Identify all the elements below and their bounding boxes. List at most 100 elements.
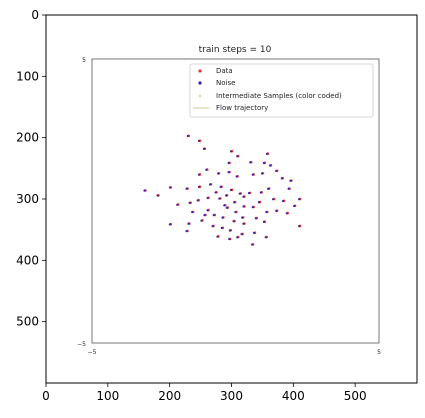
inner-ytick-top: 5 xyxy=(82,57,86,64)
noise-point xyxy=(275,169,278,173)
legend-box xyxy=(189,63,374,118)
noise-point xyxy=(185,187,188,190)
noise-point xyxy=(298,198,301,201)
y-tick-label: 500 xyxy=(16,315,39,329)
legend-data-label: Data xyxy=(216,67,233,75)
noise-point xyxy=(293,204,296,208)
x-tick-label: 0 xyxy=(42,389,50,403)
noise-point xyxy=(205,168,208,171)
legend: Data Noise Intermediate Samples (color c… xyxy=(189,63,374,118)
noise-point xyxy=(176,203,179,206)
noise-point xyxy=(259,191,262,194)
noise-point xyxy=(272,198,275,201)
noise-point xyxy=(233,201,236,204)
noise-point xyxy=(220,226,223,230)
noise-point xyxy=(230,188,233,192)
noise-point xyxy=(187,222,190,225)
noise-point xyxy=(202,147,205,151)
noise-point xyxy=(265,210,268,214)
noise-point xyxy=(260,172,264,175)
noise-point xyxy=(218,197,221,200)
noise-point xyxy=(227,161,230,165)
noise-point xyxy=(242,205,245,208)
noise-point xyxy=(267,187,270,190)
noise-point xyxy=(206,196,209,200)
noise-point xyxy=(186,134,189,138)
noise-point xyxy=(225,194,228,197)
legend-data-marker xyxy=(198,69,202,73)
legend-noise-marker xyxy=(198,81,202,85)
noise-point xyxy=(257,201,261,204)
y-tick-label: 300 xyxy=(16,192,39,206)
x-tick-label: 100 xyxy=(96,389,119,403)
noise-point xyxy=(289,179,292,182)
noise-point xyxy=(185,229,188,233)
noise-point xyxy=(197,185,201,189)
noise-point xyxy=(228,229,231,232)
noise-point xyxy=(200,219,203,222)
noise-point xyxy=(268,164,272,167)
legend-intermediate-marker xyxy=(199,95,201,97)
noise-point xyxy=(298,225,301,228)
noise-point xyxy=(236,155,239,158)
noise-point xyxy=(191,210,194,214)
noise-point xyxy=(240,233,243,236)
noise-point xyxy=(227,171,230,174)
noise-point xyxy=(251,243,254,246)
noise-point xyxy=(232,220,235,223)
noise-point xyxy=(156,194,159,197)
noise-point xyxy=(264,236,267,239)
noise-point xyxy=(251,206,254,209)
noise-point xyxy=(287,187,290,190)
noise-point xyxy=(242,222,245,225)
legend-trajectory-label: Flow trajectory xyxy=(216,104,268,112)
noise-point xyxy=(230,150,233,153)
outer-ticks: 0 100 200 300 400 500 0 100 200 300 400 500 xyxy=(16,8,367,403)
noise-point xyxy=(251,173,254,176)
noise-point xyxy=(197,173,201,176)
noise-point xyxy=(211,225,214,228)
noise-point xyxy=(217,172,220,175)
noise-point xyxy=(241,216,244,219)
noise-point xyxy=(188,201,191,204)
noise-point xyxy=(242,195,245,198)
noise-point xyxy=(225,206,228,209)
noise-point xyxy=(252,231,256,235)
x-tick-label: 500 xyxy=(344,389,367,403)
noise-point xyxy=(168,223,171,226)
inner-ytick-bottom: −5 xyxy=(77,341,86,348)
noise-point xyxy=(208,183,212,186)
noise-point xyxy=(228,237,231,241)
noise-point xyxy=(280,177,283,180)
inner-title: train steps = 10 xyxy=(199,45,272,55)
noise-point xyxy=(212,214,215,217)
noise-point xyxy=(203,214,206,217)
noise-point xyxy=(214,191,217,194)
noise-point xyxy=(262,161,265,165)
inner-xtick-left: −5 xyxy=(88,349,97,356)
noise-point xyxy=(143,189,146,192)
noise-point xyxy=(223,204,226,207)
noise-point xyxy=(281,199,285,203)
points-layer xyxy=(143,134,302,246)
y-tick-label: 100 xyxy=(16,69,39,83)
noise-point xyxy=(249,161,252,164)
noise-point xyxy=(168,186,171,189)
noise-point xyxy=(247,191,251,195)
noise-point xyxy=(196,199,199,202)
noise-point xyxy=(275,209,278,212)
noise-point xyxy=(254,217,257,220)
y-tick-label: 400 xyxy=(16,253,39,267)
noise-point xyxy=(234,210,237,214)
inner-xtick-right: 5 xyxy=(377,349,381,356)
noise-point xyxy=(265,152,269,155)
noise-point xyxy=(262,220,265,223)
noise-point xyxy=(235,175,238,178)
legend-intermediate-label: Intermediate Samples (color coded) xyxy=(216,92,342,100)
noise-point xyxy=(285,212,288,215)
noise-point xyxy=(216,235,219,238)
noise-point xyxy=(221,216,224,219)
x-tick-label: 400 xyxy=(282,389,305,403)
y-tick-label: 0 xyxy=(31,8,39,22)
